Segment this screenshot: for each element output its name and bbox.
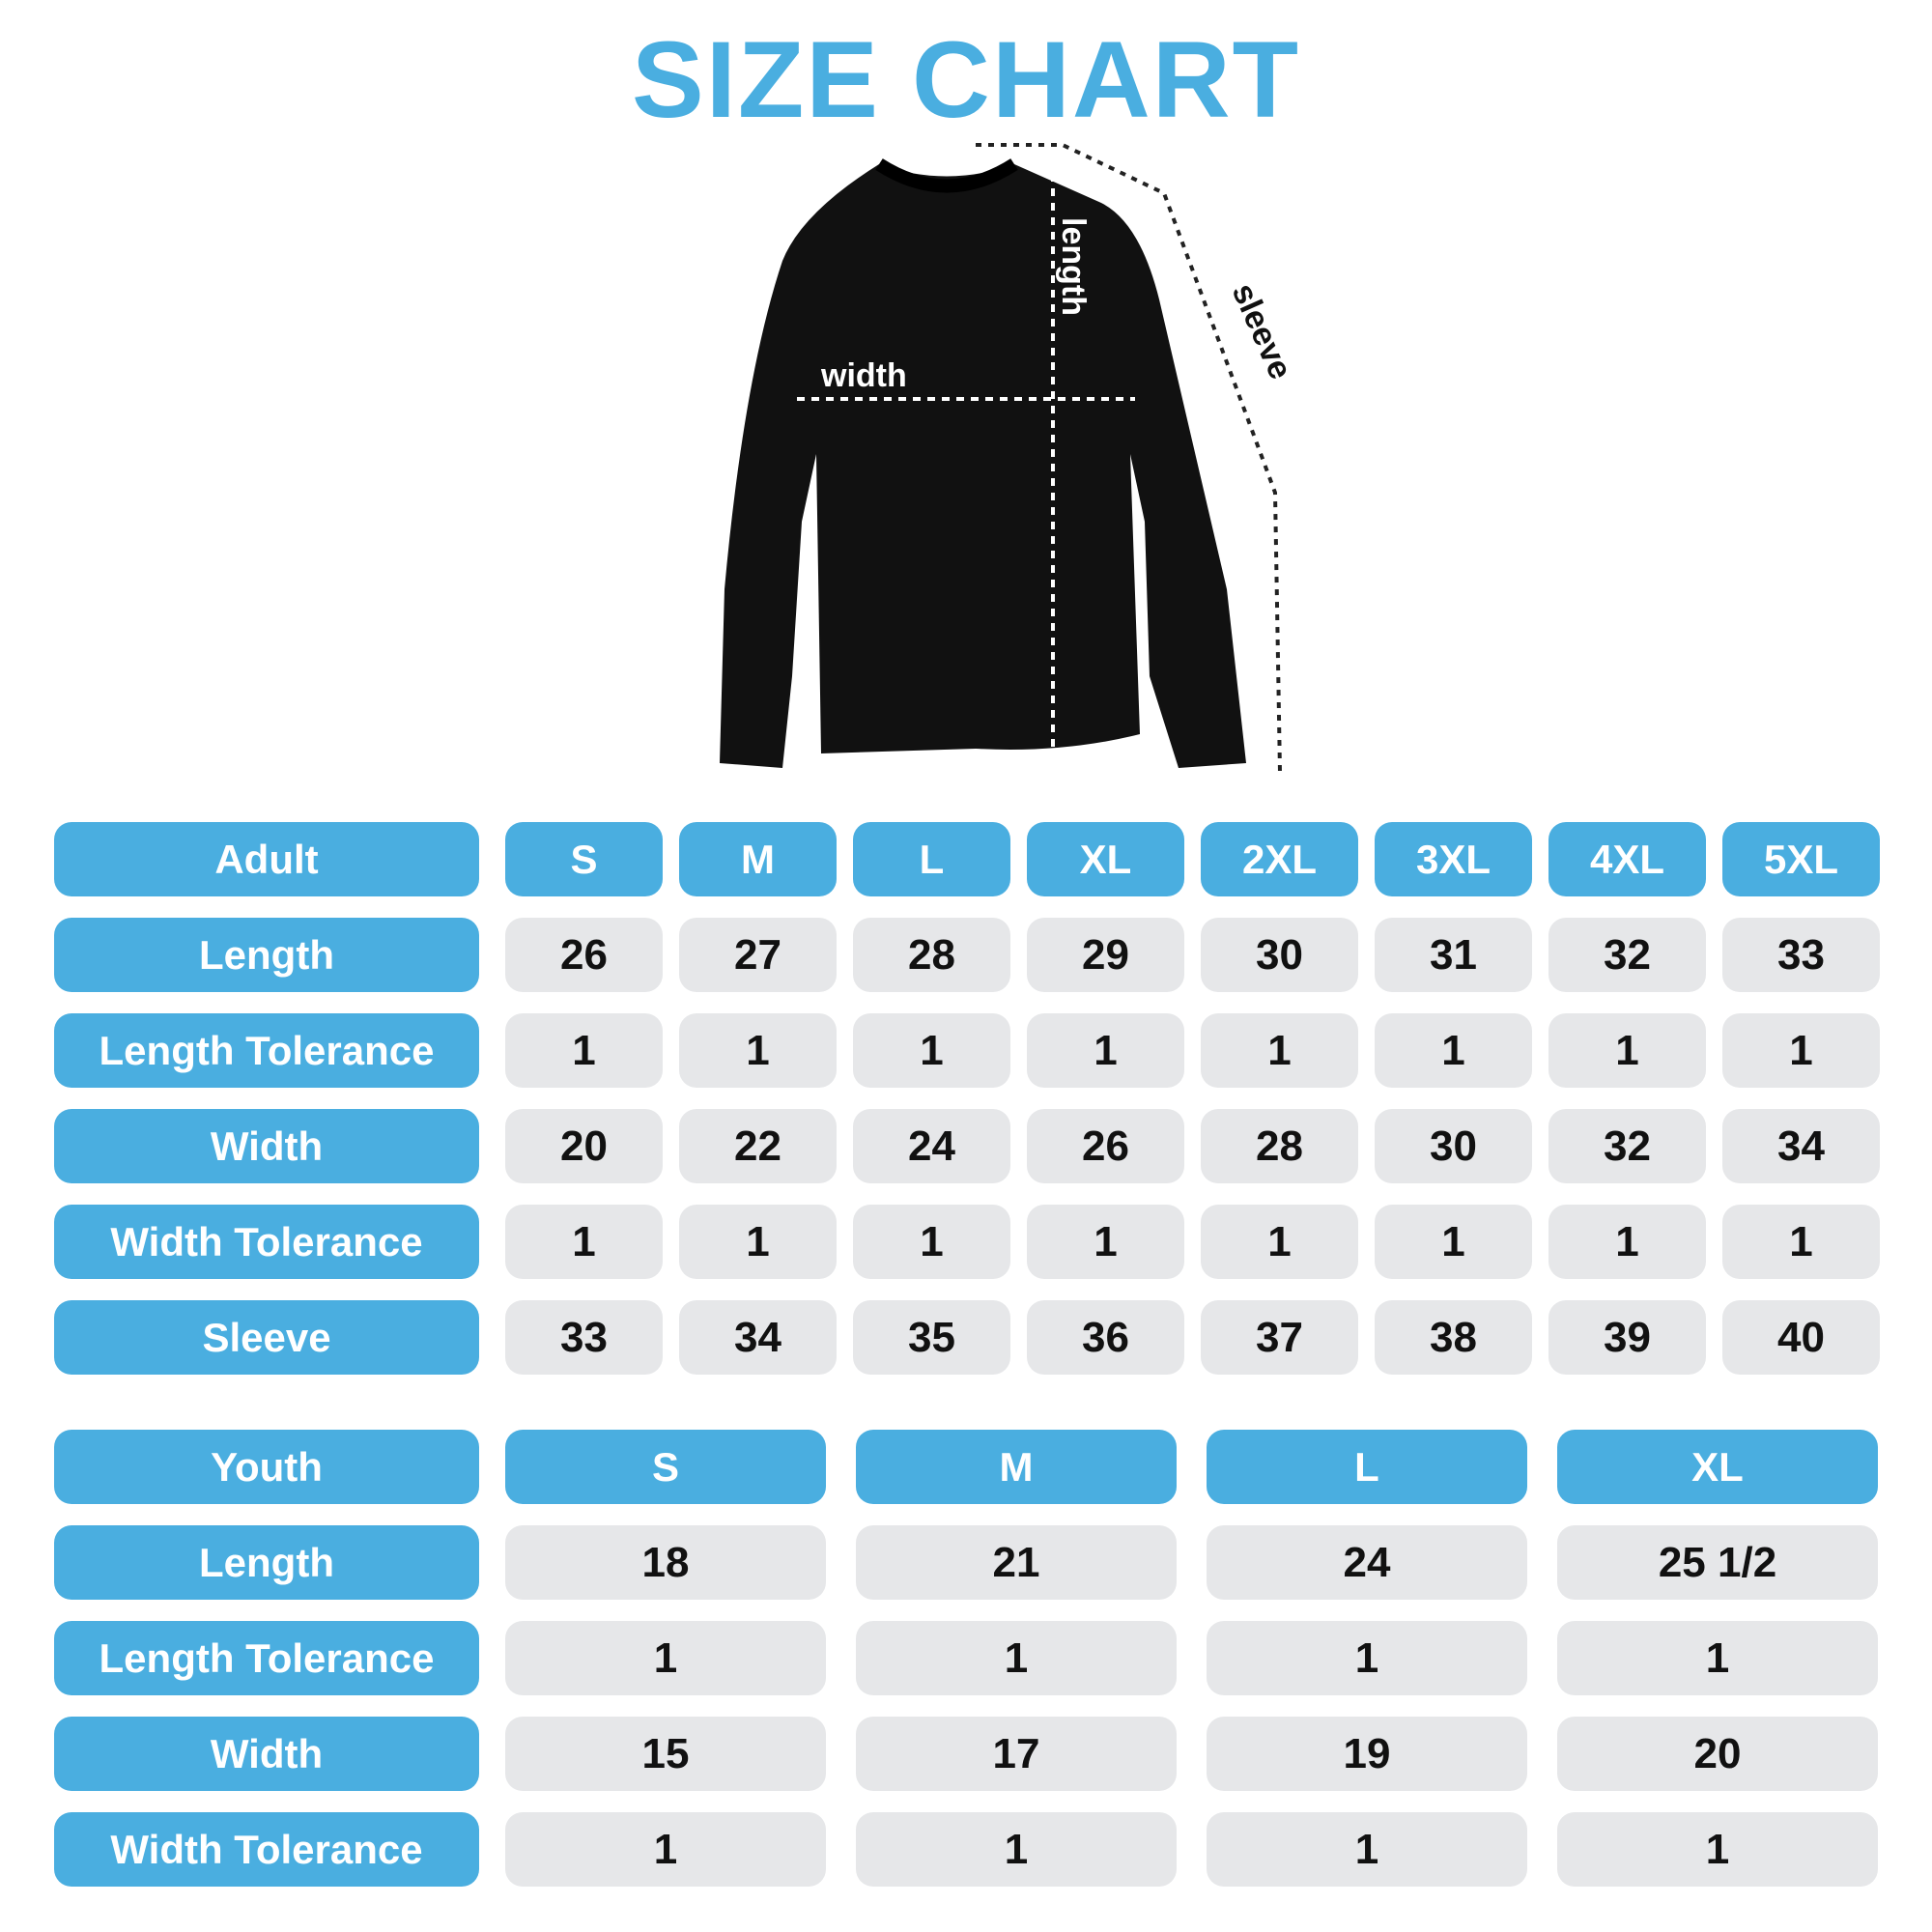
adult-size-s: S (505, 822, 663, 896)
row-label: Width Tolerance (54, 1205, 479, 1279)
table-cell: 1 (1548, 1205, 1706, 1279)
youth-size-m: M (856, 1430, 1177, 1504)
table-cell: 31 (1375, 918, 1532, 992)
table-cell: 1 (505, 1205, 663, 1279)
table-cell: 21 (856, 1525, 1177, 1600)
table-cell: 32 (1548, 1109, 1706, 1183)
table-cell: 26 (1027, 1109, 1184, 1183)
adult-size-3xl: 3XL (1375, 822, 1532, 896)
table-cell: 20 (505, 1109, 663, 1183)
table-cell: 26 (505, 918, 663, 992)
sweater-diagram: width length sleeve (720, 143, 1299, 774)
table-cell: 1 (853, 1205, 1010, 1279)
length-label: length (1055, 217, 1092, 316)
adult-header-label: Adult (54, 822, 479, 896)
table-cell: 1 (505, 1621, 826, 1695)
table-cell: 1 (1201, 1205, 1358, 1279)
table-cell: 1 (1557, 1621, 1878, 1695)
row-label: Length Tolerance (54, 1013, 479, 1088)
table-cell: 1 (505, 1013, 663, 1088)
table-cell: 1 (1722, 1205, 1880, 1279)
table-cell: 37 (1201, 1300, 1358, 1375)
youth-size-s: S (505, 1430, 826, 1504)
sweater-icon (720, 158, 1246, 768)
table-cell: 32 (1548, 918, 1706, 992)
row-label: Width Tolerance (54, 1812, 479, 1887)
table-cell: 1 (1027, 1013, 1184, 1088)
adult-size-5xl: 5XL (1722, 822, 1880, 896)
table-cell: 1 (1207, 1621, 1527, 1695)
table-cell: 17 (856, 1717, 1177, 1791)
adult-size-xl: XL (1027, 822, 1184, 896)
row-label: Length (54, 1525, 479, 1600)
table-cell: 1 (856, 1812, 1177, 1887)
table-cell: 1 (1201, 1013, 1358, 1088)
adult-size-l: L (853, 822, 1010, 896)
table-cell: 35 (853, 1300, 1010, 1375)
row-label: Width (54, 1109, 479, 1183)
table-cell: 30 (1201, 918, 1358, 992)
table-cell: 24 (853, 1109, 1010, 1183)
table-cell: 27 (679, 918, 837, 992)
table-cell: 28 (853, 918, 1010, 992)
table-cell: 1 (856, 1621, 1177, 1695)
row-label: Length (54, 918, 479, 992)
table-cell: 40 (1722, 1300, 1880, 1375)
table-cell: 1 (1548, 1013, 1706, 1088)
adult-size-m: M (679, 822, 837, 896)
page-title: SIZE CHART (632, 19, 1300, 140)
table-cell: 34 (679, 1300, 837, 1375)
table-cell: 30 (1375, 1109, 1532, 1183)
table-cell: 22 (679, 1109, 837, 1183)
table-cell: 36 (1027, 1300, 1184, 1375)
table-cell: 39 (1548, 1300, 1706, 1375)
table-cell: 34 (1722, 1109, 1880, 1183)
table-cell: 33 (1722, 918, 1880, 992)
table-cell: 1 (853, 1013, 1010, 1088)
table-cell: 18 (505, 1525, 826, 1600)
table-cell: 1 (1722, 1013, 1880, 1088)
table-cell: 1 (1375, 1205, 1532, 1279)
row-label: Sleeve (54, 1300, 479, 1375)
table-cell: 20 (1557, 1717, 1878, 1791)
row-label: Length Tolerance (54, 1621, 479, 1695)
table-cell: 1 (1027, 1205, 1184, 1279)
table-cell: 38 (1375, 1300, 1532, 1375)
table-cell: 28 (1201, 1109, 1358, 1183)
row-label: Width (54, 1717, 479, 1791)
table-cell: 1 (679, 1013, 837, 1088)
table-cell: 29 (1027, 918, 1184, 992)
table-cell: 24 (1207, 1525, 1527, 1600)
table-cell: 1 (1375, 1013, 1532, 1088)
youth-size-l: L (1207, 1430, 1527, 1504)
width-label: width (820, 357, 907, 394)
table-cell: 25 1/2 (1557, 1525, 1878, 1600)
table-cell: 19 (1207, 1717, 1527, 1791)
youth-size-xl: XL (1557, 1430, 1878, 1504)
youth-header-label: Youth (54, 1430, 479, 1504)
adult-size-4xl: 4XL (1548, 822, 1706, 896)
adult-size-2xl: 2XL (1201, 822, 1358, 896)
table-cell: 1 (1557, 1812, 1878, 1887)
table-cell: 1 (679, 1205, 837, 1279)
table-cell: 33 (505, 1300, 663, 1375)
table-cell: 1 (1207, 1812, 1527, 1887)
table-cell: 15 (505, 1717, 826, 1791)
sleeve-label: sleeve (1225, 278, 1299, 384)
table-cell: 1 (505, 1812, 826, 1887)
